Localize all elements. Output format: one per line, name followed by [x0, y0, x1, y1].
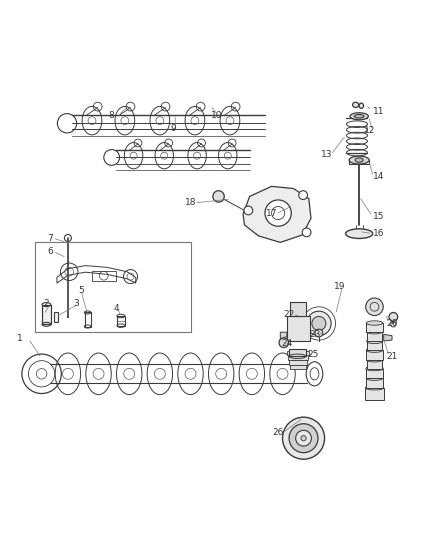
Bar — [366, 350, 383, 360]
Text: 11: 11 — [373, 107, 385, 116]
Ellipse shape — [366, 376, 383, 381]
Text: 6: 6 — [47, 247, 53, 256]
Text: 12: 12 — [364, 126, 376, 135]
Ellipse shape — [365, 386, 384, 390]
Bar — [289, 349, 306, 356]
Polygon shape — [384, 334, 392, 341]
Circle shape — [279, 338, 289, 348]
Circle shape — [312, 317, 326, 330]
Ellipse shape — [367, 339, 382, 344]
Text: 24: 24 — [281, 338, 293, 348]
Text: 3: 3 — [74, 299, 80, 308]
Bar — [35, 243, 191, 332]
Text: 14: 14 — [373, 172, 385, 181]
Text: 22: 22 — [283, 310, 295, 319]
Circle shape — [315, 329, 323, 337]
Bar — [290, 302, 306, 316]
Text: 9: 9 — [170, 124, 176, 133]
Text: 16: 16 — [373, 229, 385, 238]
Bar — [54, 312, 58, 322]
Text: 21: 21 — [386, 352, 398, 361]
Text: 1: 1 — [17, 334, 23, 343]
Bar — [367, 360, 382, 368]
Ellipse shape — [355, 158, 363, 162]
Text: 18: 18 — [185, 198, 196, 207]
Ellipse shape — [346, 229, 373, 238]
Circle shape — [299, 191, 307, 199]
Circle shape — [302, 228, 311, 237]
Polygon shape — [243, 187, 311, 243]
Text: 19: 19 — [334, 282, 345, 290]
Circle shape — [307, 311, 331, 336]
Circle shape — [389, 312, 398, 321]
Bar — [366, 378, 383, 388]
Text: 2: 2 — [43, 299, 49, 308]
Ellipse shape — [359, 103, 364, 108]
Text: 15: 15 — [373, 212, 385, 221]
Bar — [290, 365, 306, 369]
Bar — [289, 360, 307, 365]
Bar — [117, 316, 125, 326]
Text: 17: 17 — [266, 209, 277, 219]
Text: 23: 23 — [310, 330, 321, 339]
Bar — [92, 271, 116, 280]
Ellipse shape — [354, 115, 364, 118]
Ellipse shape — [366, 366, 383, 371]
Text: 4: 4 — [113, 304, 119, 313]
Circle shape — [283, 417, 325, 459]
Ellipse shape — [367, 329, 382, 334]
Bar — [366, 368, 383, 378]
Text: 20: 20 — [386, 319, 398, 328]
Ellipse shape — [349, 156, 369, 164]
Text: 25: 25 — [307, 350, 319, 359]
Text: 5: 5 — [78, 286, 84, 295]
Bar — [287, 316, 310, 341]
Ellipse shape — [366, 348, 383, 352]
Circle shape — [301, 435, 306, 441]
Ellipse shape — [367, 358, 382, 362]
Ellipse shape — [353, 102, 359, 108]
Circle shape — [244, 206, 253, 215]
Text: 13: 13 — [321, 150, 332, 159]
Text: 7: 7 — [47, 233, 53, 243]
Ellipse shape — [350, 113, 368, 120]
Bar — [287, 351, 309, 355]
Bar — [366, 323, 383, 332]
Text: 8: 8 — [109, 111, 115, 120]
Circle shape — [265, 200, 291, 226]
Bar — [288, 356, 308, 360]
Polygon shape — [280, 332, 287, 339]
Circle shape — [296, 430, 311, 446]
Bar — [42, 304, 51, 324]
Circle shape — [213, 191, 224, 202]
Text: 26: 26 — [272, 429, 284, 438]
Circle shape — [289, 424, 318, 453]
Bar — [367, 342, 382, 350]
Bar — [365, 388, 384, 400]
Bar — [85, 312, 91, 327]
Circle shape — [366, 298, 383, 316]
Bar — [367, 332, 382, 342]
Text: 10: 10 — [211, 111, 223, 120]
Ellipse shape — [366, 321, 383, 325]
